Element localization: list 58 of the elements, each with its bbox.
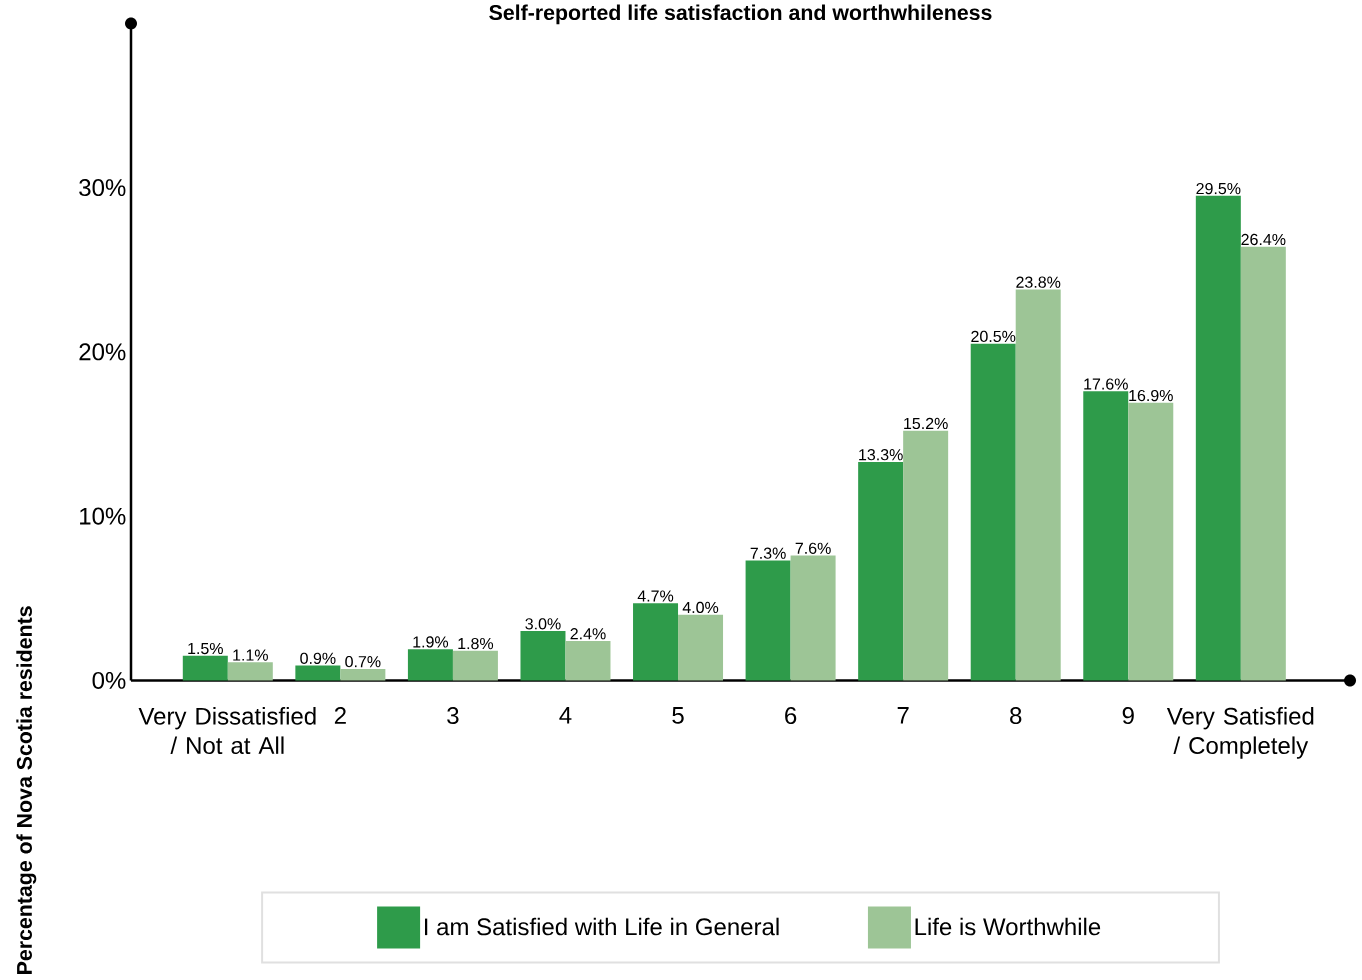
bar [1240,246,1286,681]
x-tick-label: 3 [447,707,459,725]
data-label: 7.3% [750,547,786,559]
data-label: 1.1% [233,649,268,661]
legend-label: I am Satisfied with Life in General [424,917,779,936]
bar [1015,289,1061,681]
y-tick-label: 30% [79,179,126,197]
data-label: 4.0% [682,601,719,614]
x-tick-label: 2 [334,707,346,724]
data-label: 1.5% [188,643,223,655]
data-label: 16.9% [1129,389,1173,402]
data-label: 7.6% [795,542,831,555]
data-label: 29.5% [1196,183,1241,195]
data-label: 26.4% [1241,233,1286,246]
bar [790,555,836,681]
bar [227,662,273,681]
y-axis-title: Percentage of Nova Scotia residents [16,606,37,975]
bar [452,650,498,681]
bar [858,462,904,681]
y-tick-label: 20% [79,343,126,361]
data-label: 2.4% [570,628,606,640]
bar [295,665,341,681]
data-label: 0.7% [345,656,381,668]
data-label: 1.9% [413,636,449,648]
data-label: 1.8% [458,638,494,650]
x-tick-label: 9 [1122,707,1134,725]
data-label: 0.9% [300,652,336,665]
data-label: 15.2% [904,417,948,430]
data-label: 4.7% [637,590,674,602]
x-tick-label: Very Dissatisfied / Not at All [138,707,316,755]
data-label: 13.3% [859,449,903,461]
x-tick-label: Very Satisfied / Completely [1166,707,1314,759]
bar [678,614,724,681]
chart-title: Self-reported life satisfaction and worthwhileness [489,4,992,25]
data-label: 20.5% [971,330,1016,343]
bar [1083,391,1129,681]
bar [970,343,1016,681]
bar [520,631,566,681]
bar [182,655,228,681]
legend-label: Life is Worthwhile [915,917,1101,936]
bar [407,649,453,681]
bar [745,560,791,681]
bar [633,603,679,681]
data-label: 3.0% [525,618,561,630]
y-tick-label: 10% [80,507,126,525]
y-tick-label: 0% [92,671,126,689]
bar [1195,195,1241,681]
x-tick-label: 7 [897,707,909,724]
bar [1128,402,1174,681]
data-label: 17.6% [1084,378,1128,390]
x-tick-label: 8 [1010,707,1022,725]
x-tick-label: 5 [672,707,684,724]
x-tick-label: 6 [785,707,797,725]
bar [340,668,386,681]
bar [903,430,949,681]
data-label: 23.8% [1016,276,1061,288]
x-tick-label: 4 [559,707,572,724]
bar [565,641,611,681]
